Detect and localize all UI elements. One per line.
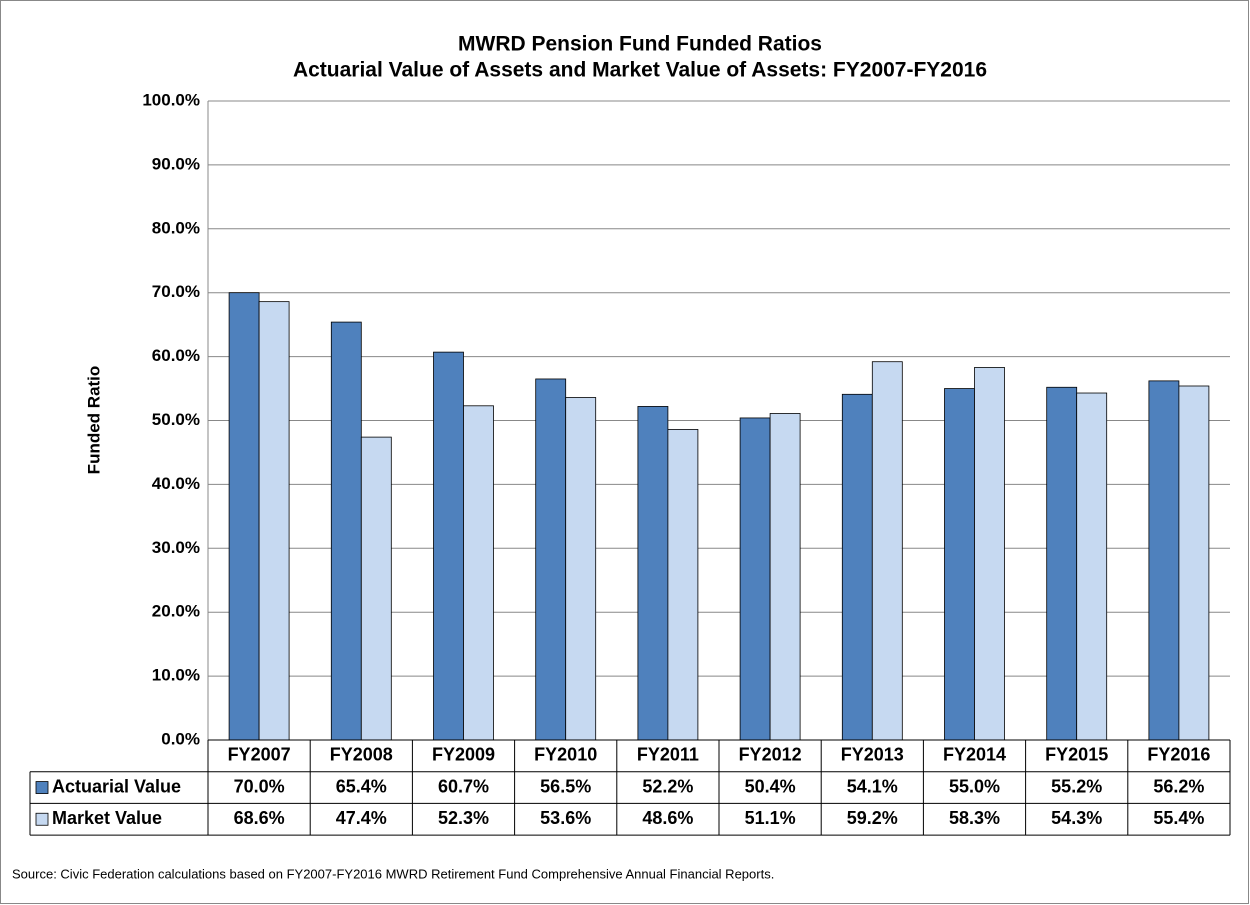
table-value: 54.3% (1051, 808, 1102, 828)
table-value: 58.3% (949, 808, 1000, 828)
bar (667, 429, 699, 741)
bar (535, 378, 567, 741)
bar (1178, 385, 1210, 741)
table-value: 52.3% (438, 808, 489, 828)
bar (974, 367, 1005, 741)
y-tick-label: 80.0% (152, 218, 200, 237)
legend-swatch (35, 812, 49, 826)
y-tick-label: 90.0% (152, 154, 200, 173)
x-tick-label: FY2008 (330, 745, 393, 765)
table-value: 51.1% (745, 808, 796, 828)
x-tick-label: FY2010 (534, 745, 597, 765)
bar (360, 436, 392, 741)
bar (769, 413, 801, 741)
table-value: 48.6% (642, 808, 693, 828)
bar (228, 292, 260, 741)
y-tick-label: 70.0% (152, 282, 200, 301)
table-value: 47.4% (336, 808, 387, 828)
source-note: Source: Civic Federation calculations ba… (12, 866, 774, 881)
x-tick-label: FY2014 (943, 745, 1006, 765)
table-value: 53.6% (540, 808, 591, 828)
table-value: 59.2% (847, 808, 898, 828)
table-value: 50.4% (745, 776, 796, 796)
table-value: 56.5% (540, 776, 591, 796)
table-value: 60.7% (438, 776, 489, 796)
x-tick-label: FY2012 (739, 745, 802, 765)
legend-swatch (35, 781, 49, 794)
table-value: 54.1% (847, 776, 898, 796)
bar (330, 321, 362, 741)
y-axis-label: Funded Ratio (84, 366, 103, 475)
table-value: 56.2% (1153, 776, 1204, 796)
legend-label: Actuarial Value (52, 776, 181, 796)
bar (871, 361, 903, 741)
y-tick-label: 40.0% (152, 474, 200, 493)
y-tick-label: 0.0% (161, 729, 200, 748)
y-tick-label: 10.0% (152, 666, 200, 685)
x-tick-label: FY2015 (1045, 745, 1108, 765)
x-tick-label: FY2013 (841, 745, 904, 765)
chart-subtitle: Actuarial Value of Assets and Market Val… (293, 59, 987, 82)
table-value: 65.4% (336, 776, 387, 796)
y-tick-label: 30.0% (152, 538, 200, 557)
x-tick-label: FY2016 (1147, 745, 1210, 765)
legend-label: Market Value (52, 808, 162, 828)
bar (565, 397, 597, 741)
y-tick-label: 20.0% (152, 602, 200, 621)
table-value: 55.2% (1051, 776, 1102, 796)
y-tick-label: 50.0% (152, 410, 200, 429)
x-tick-label: FY2011 (637, 745, 699, 765)
bar (1046, 386, 1078, 741)
bar (841, 393, 873, 741)
bar (739, 417, 771, 741)
bar (258, 301, 290, 741)
y-tick-label: 100.0% (142, 90, 200, 109)
table-value: 55.0% (949, 776, 1000, 796)
bar (463, 405, 494, 741)
table-value: 70.0% (234, 776, 285, 796)
bar (637, 406, 669, 741)
x-tick-label: FY2007 (228, 745, 291, 765)
bar (1148, 380, 1180, 741)
table-value: 52.2% (642, 776, 693, 796)
bar (1076, 392, 1108, 741)
bar (944, 388, 975, 741)
y-tick-label: 60.0% (152, 346, 200, 365)
bar (433, 351, 464, 741)
x-tick-label: FY2009 (432, 745, 495, 765)
table-value: 68.6% (234, 808, 285, 828)
chart-title: MWRD Pension Fund Funded Ratios (458, 33, 822, 56)
table-value: 55.4% (1153, 808, 1204, 828)
